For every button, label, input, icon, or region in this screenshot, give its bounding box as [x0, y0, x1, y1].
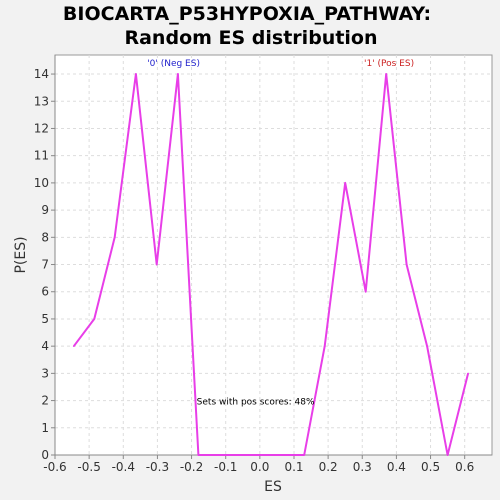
x-tick-label-0: -0.6: [43, 460, 66, 474]
x-tick-label-1: -0.5: [77, 460, 100, 474]
y-tick-label-14: 14: [34, 67, 49, 81]
x-tick-label-3: -0.3: [146, 460, 169, 474]
x-tick-label-12: 0.6: [455, 460, 474, 474]
y-tick-label-11: 11: [34, 149, 49, 163]
y-tick-label-9: 9: [41, 203, 49, 217]
x-tick-label-9: 0.3: [353, 460, 372, 474]
data-point-0-2: [113, 236, 116, 239]
data-point-0-8: [323, 345, 326, 347]
y-tick-label-6: 6: [41, 285, 49, 299]
series: [72, 73, 470, 456]
y-tick-label-1: 1: [41, 421, 49, 435]
data-point-0-1: [93, 318, 96, 320]
data-point-0-7: [303, 454, 306, 456]
y-tick-label-8: 8: [41, 230, 49, 244]
x-tick-label-5: -0.1: [214, 460, 237, 474]
grid: [54, 55, 492, 456]
y-tick-label-7: 7: [41, 258, 49, 272]
data-point-0-5: [177, 73, 179, 75]
series-line-0: [73, 73, 470, 456]
x-axis-label: ES: [264, 479, 282, 495]
data-point-0-10: [364, 290, 367, 293]
y-tick-label-13: 13: [34, 94, 49, 108]
plot-area: [54, 54, 493, 456]
data-point-0-14: [446, 454, 449, 456]
x-tick-label-4: -0.2: [180, 460, 203, 474]
y-axis-label: P(ES): [13, 236, 29, 273]
data-point-0-15: [467, 372, 469, 375]
annotation-2: Sets with pos scores: 48%: [197, 398, 315, 408]
y-tick-label-5: 5: [41, 312, 49, 326]
ticks: -0.6 -0.5 -0.4 -0.3 -0.2 -0.1 0.0 0.1 0.2 0.3 0.4 0…: [34, 67, 475, 474]
y-tick-label-4: 4: [41, 339, 49, 353]
data-point-0-13: [426, 345, 428, 347]
x-tick-label-2: -0.4: [112, 460, 135, 474]
y-tick-label-3: 3: [41, 366, 49, 380]
data-point-0-3: [135, 73, 137, 75]
y-tick-label-0: 0: [41, 448, 49, 462]
x-tick-label-11: 0.5: [421, 460, 440, 474]
chart-title-line1: BIOCARTA_P53HYPOXIA_PATHWAY:: [63, 3, 431, 25]
data-point-0-6: [197, 454, 200, 456]
chart-title-line2: Random ES distribution: [124, 27, 377, 49]
x-tick-label-10: 0.4: [387, 460, 406, 474]
data-point-0-11: [385, 73, 387, 75]
annotations: '0' (Neg ES) '1' (Pos ES) Sets with pos sc…: [147, 59, 414, 408]
x-tick-label-6: 0.0: [250, 460, 269, 474]
y-tick-label-10: 10: [34, 176, 49, 190]
annotation-1: '1' (Pos ES): [364, 59, 414, 69]
x-tick-label-8: 0.2: [319, 460, 338, 474]
data-point-0-4: [155, 263, 158, 266]
data-point-0-0: [72, 345, 75, 347]
data-point-0-9: [344, 182, 346, 184]
x-tick-label-7: 0.1: [284, 460, 303, 474]
y-tick-label-2: 2: [41, 394, 49, 408]
y-tick-label-12: 12: [34, 121, 49, 135]
data-point-0-12: [405, 263, 408, 266]
annotation-0: '0' (Neg ES): [147, 59, 200, 69]
